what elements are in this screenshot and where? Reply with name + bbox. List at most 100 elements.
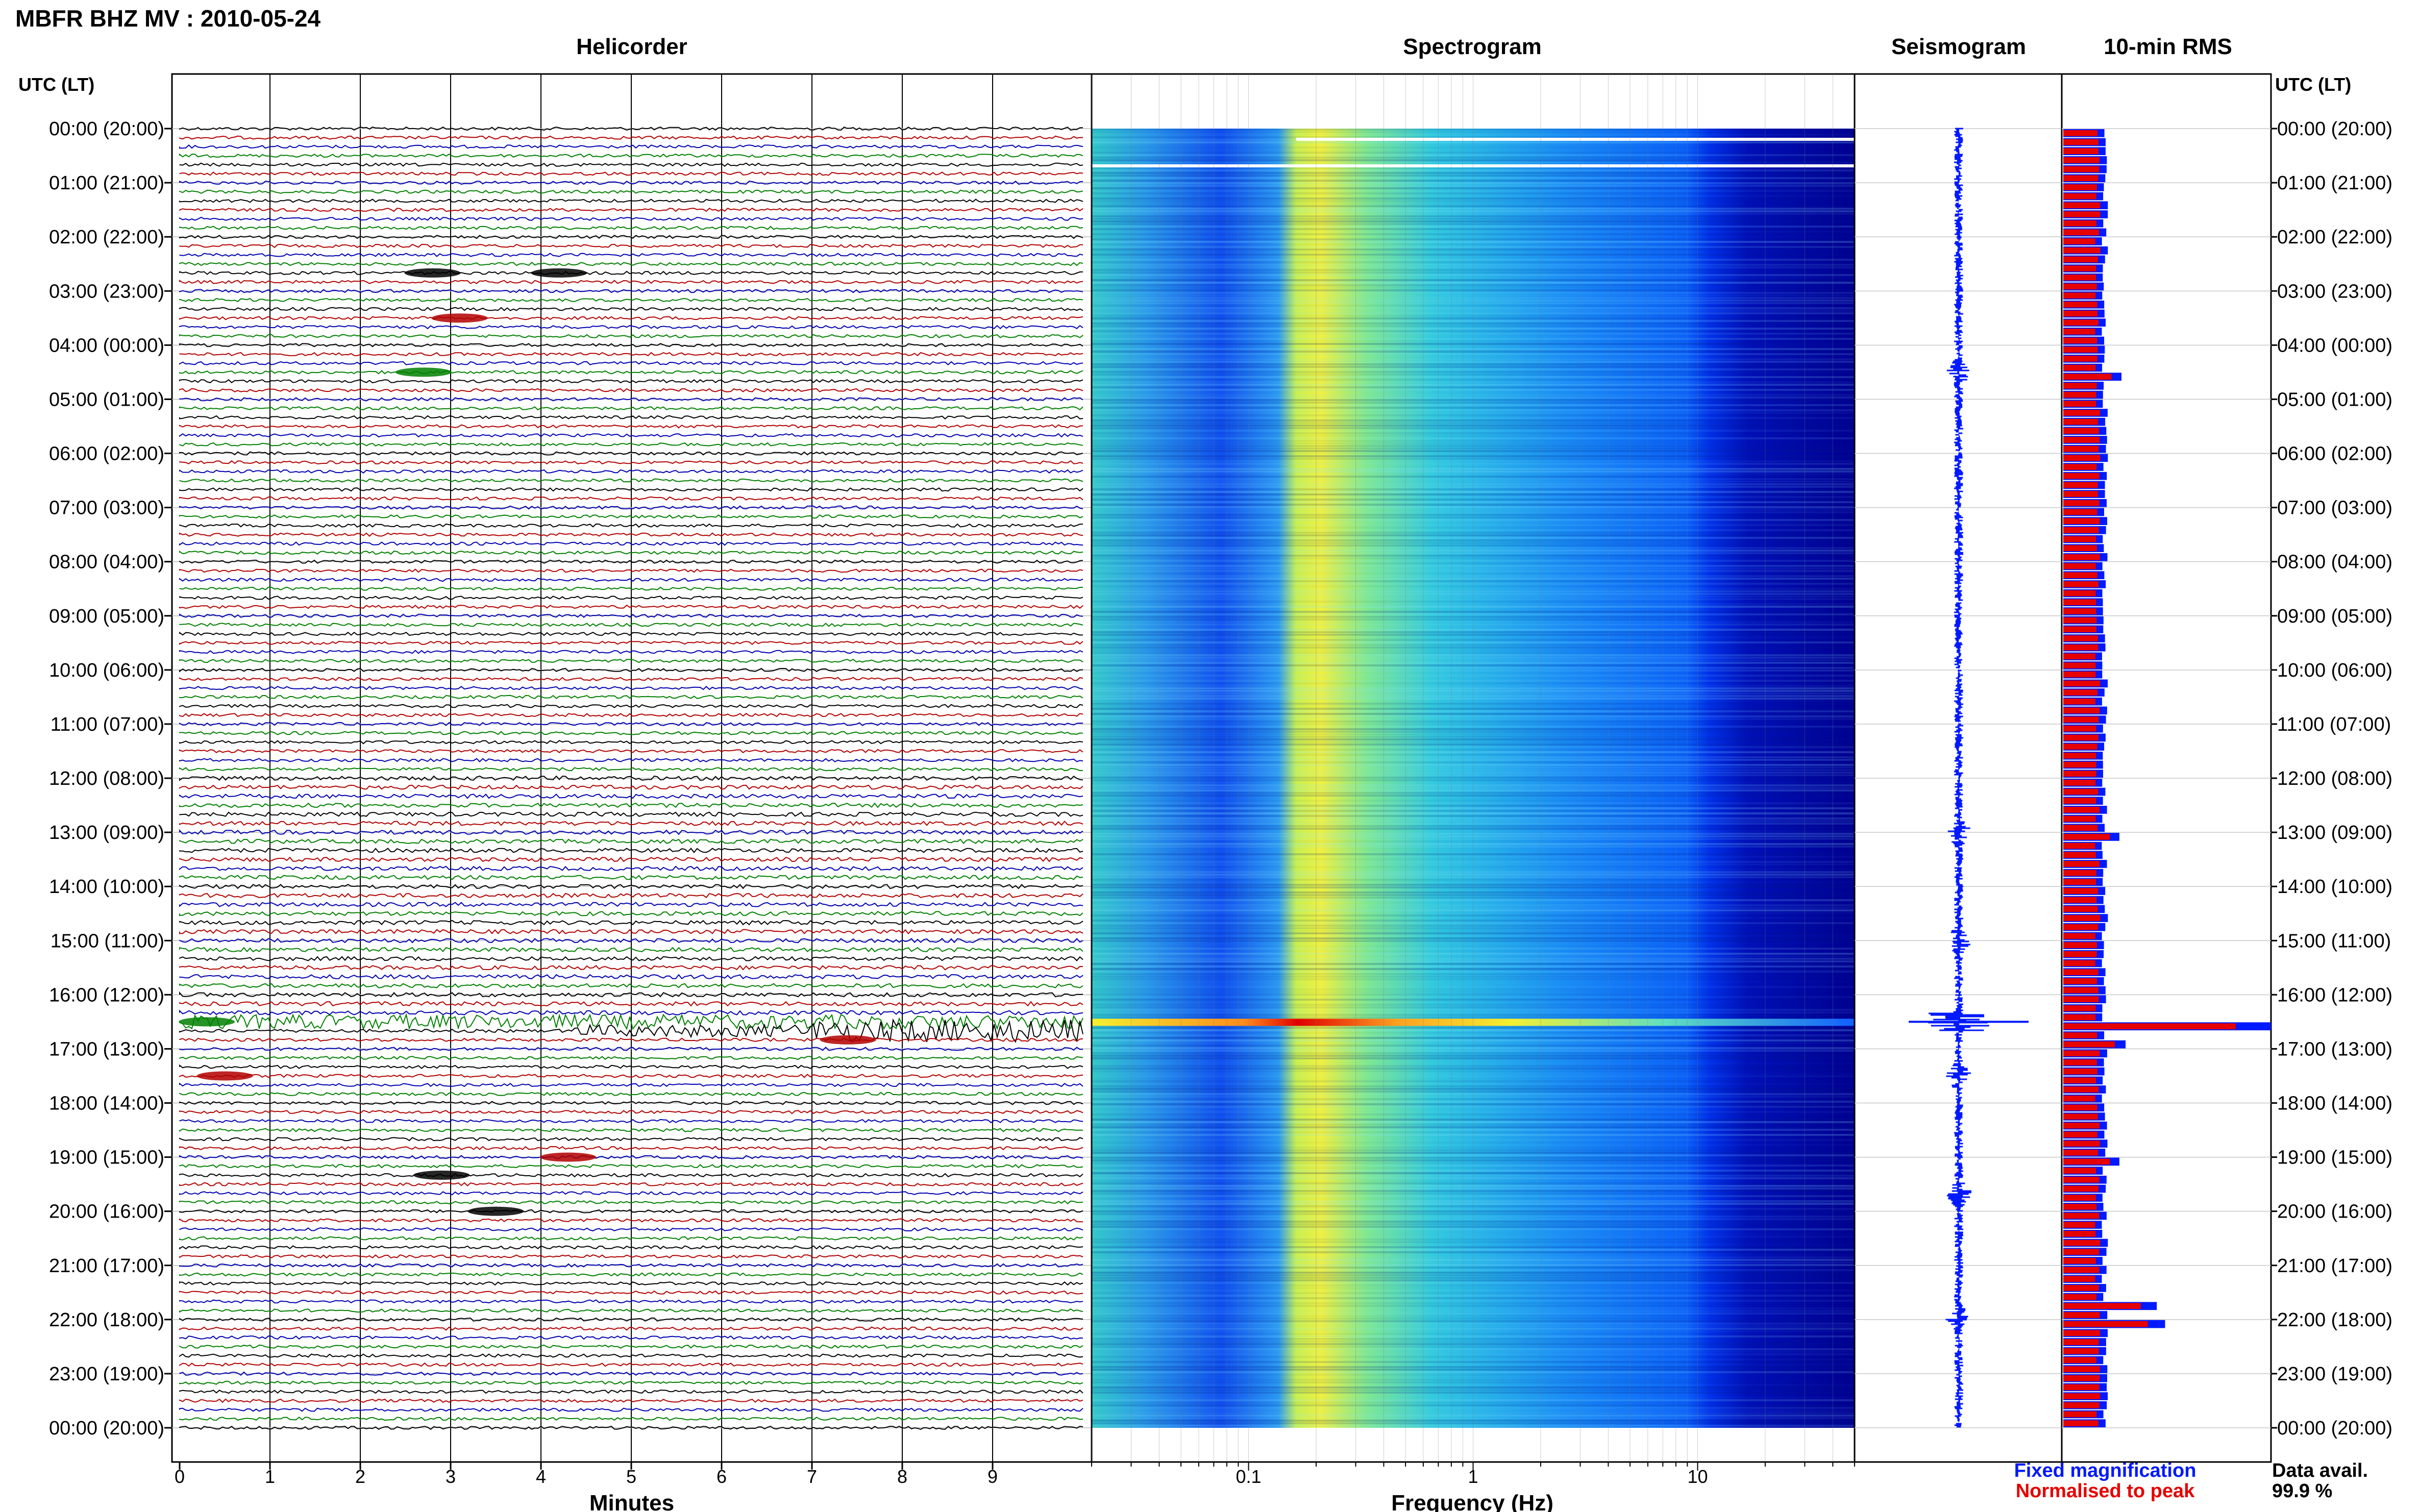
spectrogram-row	[1092, 1177, 1855, 1179]
spectrogram-row	[1092, 802, 1855, 804]
spectrogram-row	[1092, 1226, 1855, 1228]
spectrogram-row	[1092, 1055, 1855, 1057]
spectrogram-row	[1092, 218, 1855, 220]
spectrogram-row	[1092, 1152, 1855, 1154]
rms-bar-normalised	[2063, 1222, 2095, 1228]
spectrogram-row	[1092, 269, 1855, 271]
spectrogram-row	[1092, 374, 1855, 376]
spectrogram-row	[1092, 588, 1855, 590]
rms-bar-normalised	[2063, 653, 2095, 660]
rms-bar-normalised	[2063, 752, 2096, 759]
spectrogram-row	[1092, 478, 1855, 480]
spectrogram-row	[1092, 1381, 1855, 1383]
spectrogram-row	[1092, 1139, 1855, 1141]
helicorder-trace	[179, 1263, 1083, 1268]
time-label-right: 21:00 (17:00)	[2277, 1255, 2392, 1277]
helicorder-trace	[179, 704, 1083, 708]
spectrogram-row	[1092, 996, 1855, 998]
data-availability: Data avail. 99.9 %	[2272, 1460, 2368, 1501]
helicorder-event	[413, 1170, 470, 1180]
spectrogram-row	[1092, 1300, 1855, 1302]
spectrogram-row	[1092, 233, 1855, 235]
time-label-right: 17:00 (13:00)	[2277, 1038, 2392, 1060]
spectrogram-row	[1092, 667, 1855, 669]
helicorder-event	[820, 1035, 876, 1045]
helicorder-trace	[179, 838, 1083, 845]
helicorder-trace	[179, 316, 1083, 320]
spectrogram-row	[1092, 1392, 1855, 1394]
rms-bar-normalised	[2063, 1240, 2101, 1246]
helicorder-trace	[179, 523, 1083, 528]
helicorder-trace	[179, 956, 1083, 961]
rms-bar-normalised	[2063, 292, 2096, 299]
helicorder-trace	[179, 1308, 1083, 1313]
spectrogram-row	[1092, 172, 1855, 174]
rms-bar-normalised	[2063, 1041, 2115, 1048]
spectrogram-row	[1092, 820, 1855, 822]
spectrogram-row	[1092, 751, 1855, 753]
spectrogram-row	[1092, 1187, 1855, 1189]
helicorder-trace	[179, 279, 1083, 284]
spectrogram-row	[1092, 718, 1855, 720]
spectrogram-row	[1092, 154, 1855, 156]
spectrogram-row	[1092, 580, 1855, 582]
spectrogram-row	[1092, 279, 1855, 281]
spectrogram-row	[1092, 787, 1855, 789]
spectrogram-row	[1092, 764, 1855, 766]
time-label-right: 00:00 (20:00)	[2277, 118, 2392, 140]
time-label-right: 07:00 (03:00)	[2277, 498, 2392, 519]
spectrogram-row	[1092, 1251, 1855, 1253]
figure-title: MBFR BHZ MV : 2010-05-24	[15, 5, 321, 32]
rms-bar-normalised	[2063, 707, 2100, 714]
helicorder-trace	[179, 586, 1083, 591]
rms-bar-normalised	[2063, 229, 2099, 236]
spectrogram-row	[1092, 1147, 1855, 1149]
rms-bar-normalised	[2063, 1258, 2096, 1264]
seismogram-panel	[1854, 73, 2063, 1463]
rms-bar-normalised	[2063, 897, 2097, 903]
spectrogram-row	[1092, 371, 1855, 373]
spectrogram-row	[1092, 376, 1855, 378]
helicorder-x-tick-label: 0	[175, 1466, 185, 1487]
helicorder-trace	[179, 1146, 1083, 1151]
spectrogram-row	[1092, 812, 1855, 814]
rms-bar-normalised	[2063, 545, 2097, 552]
spectrogram-row	[1092, 271, 1855, 274]
time-label-left: 07:00 (03:00)	[49, 498, 164, 519]
time-label-right: 13:00 (09:00)	[2277, 822, 2392, 844]
spectrogram-row	[1092, 152, 1855, 154]
helicorder-trace	[179, 829, 1083, 835]
helicorder-trace	[179, 1417, 1083, 1421]
rms-bar-normalised	[2063, 825, 2098, 831]
time-label-left: 01:00 (21:00)	[49, 172, 164, 194]
spectrogram-x-tick-label: 0.1	[1236, 1466, 1262, 1487]
time-axis-right: 00:00 (20:00) 01:00 (21:00) 02:00 (22:00) 0…	[2271, 118, 2392, 1439]
spectrogram-row	[1092, 1093, 1855, 1095]
rms-bar-normalised	[2063, 238, 2095, 244]
spectrogram-row	[1092, 914, 1855, 916]
rms-bar-normalised	[2063, 987, 2099, 994]
spectrogram-row	[1092, 1269, 1855, 1271]
rms-bar-normalised	[2063, 725, 2096, 732]
time-label-right: 06:00 (02:00)	[2277, 443, 2392, 465]
rms-bar-normalised	[2063, 202, 2101, 209]
helicorder-x-tick-label: 7	[807, 1466, 817, 1487]
spectrogram-row	[1092, 266, 1855, 268]
time-label-left: 11:00 (07:00)	[51, 714, 164, 735]
spectrogram-row	[1092, 1272, 1855, 1274]
spectrogram-row	[1092, 1256, 1855, 1258]
helicorder-trace	[179, 496, 1083, 501]
helicorder-trace	[179, 667, 1083, 673]
spectrogram-row	[1092, 358, 1855, 360]
spectrogram-row	[1092, 792, 1855, 794]
spectrogram-row	[1092, 312, 1855, 314]
spectrogram-row	[1092, 1221, 1855, 1223]
rms-bar-normalised	[2063, 581, 2099, 587]
spectrogram-row	[1092, 241, 1855, 243]
spectrogram-row	[1092, 180, 1855, 182]
spectrogram-row	[1092, 1164, 1855, 1167]
rms-bar-normalised	[2063, 1357, 2096, 1364]
spectrogram-row	[1092, 1358, 1855, 1360]
spectrogram-row	[1092, 389, 1855, 391]
helicorder-trace	[179, 604, 1083, 609]
